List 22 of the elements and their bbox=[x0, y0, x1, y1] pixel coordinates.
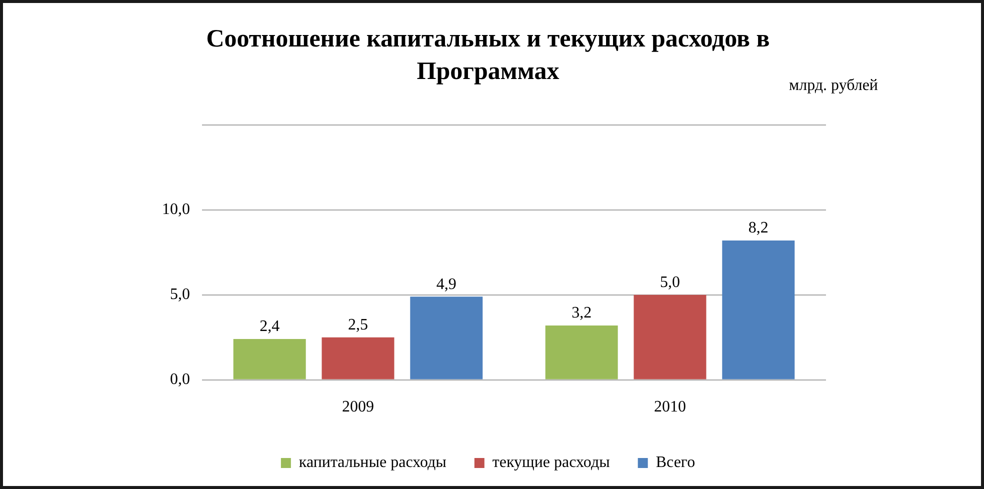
legend-label: Всего bbox=[656, 454, 696, 472]
x-tick-label: 2010 bbox=[654, 398, 686, 416]
bar bbox=[233, 339, 306, 380]
legend-label: текущие расходы bbox=[492, 454, 610, 472]
data-label: 2,4 bbox=[260, 318, 280, 336]
bar bbox=[634, 294, 706, 380]
bar bbox=[410, 296, 483, 380]
bar bbox=[322, 337, 394, 380]
bar bbox=[722, 240, 795, 380]
data-label: 4,9 bbox=[436, 276, 456, 293]
chart-title: Соотношение капитальных и текущих расходов в Программах bbox=[206, 26, 770, 86]
y-tick-label: 10,0 bbox=[162, 201, 190, 218]
y-tick-label: 5,0 bbox=[170, 286, 190, 304]
data-label: 5,0 bbox=[660, 274, 680, 292]
text: млрд. рублей bbox=[788, 77, 878, 94]
bar bbox=[545, 325, 618, 380]
data-label: 3,2 bbox=[572, 304, 592, 322]
legend-label: капитальные расходы bbox=[298, 454, 447, 472]
y-tick-label: 0,0 bbox=[170, 371, 190, 388]
data-label: 8,2 bbox=[748, 220, 768, 237]
x-tick-label: 2009 bbox=[342, 398, 374, 416]
data-label: 2,5 bbox=[348, 316, 368, 334]
